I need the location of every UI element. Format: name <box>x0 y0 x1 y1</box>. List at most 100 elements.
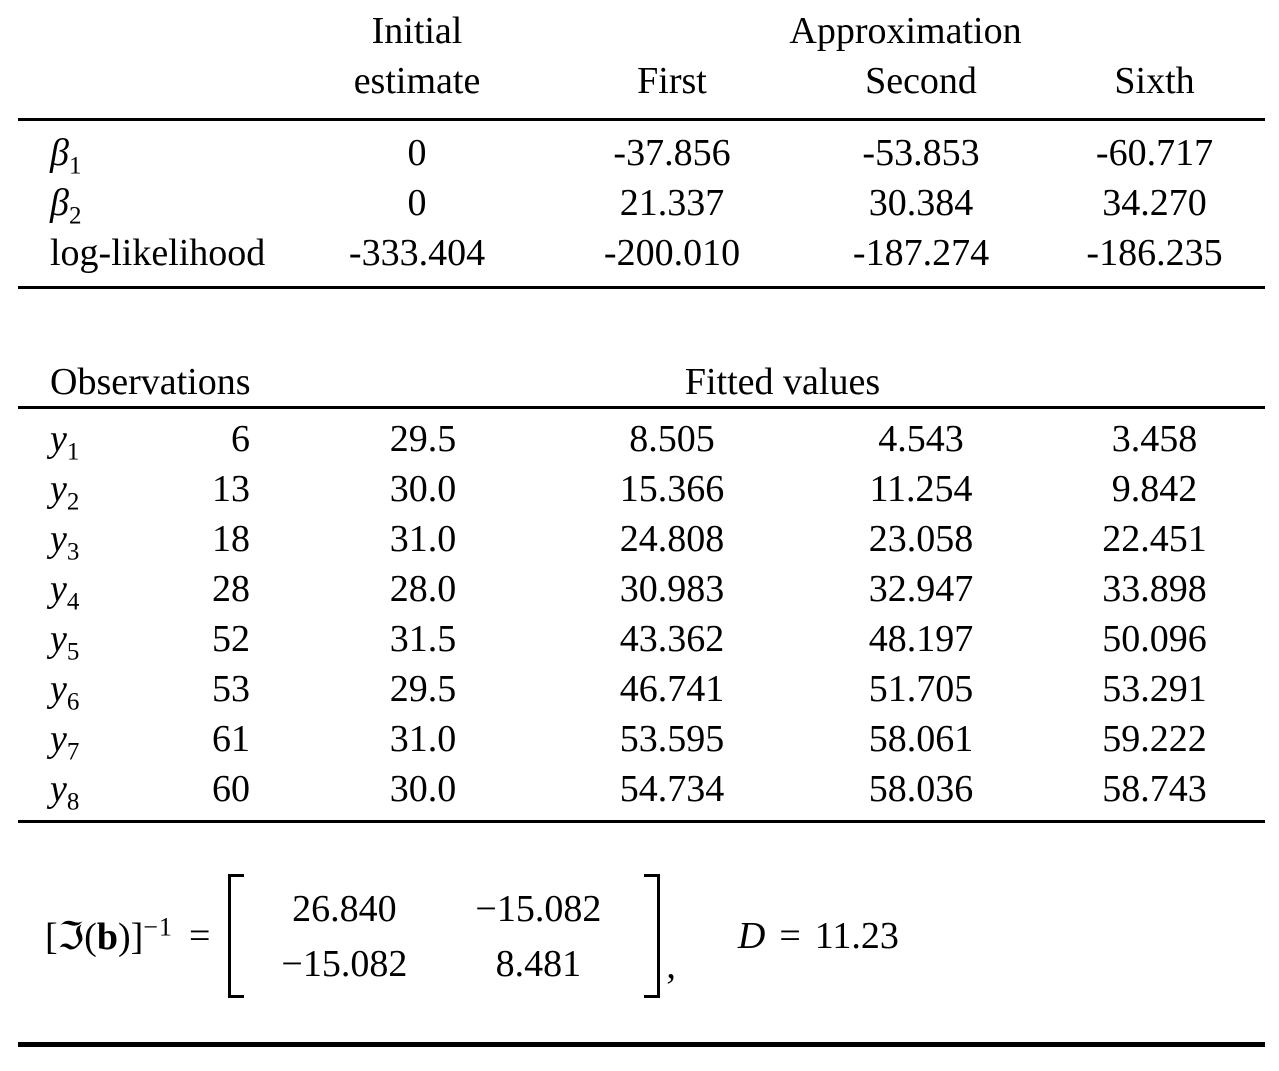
y-symbol: y <box>50 668 67 710</box>
matrix-cell: 8.481 <box>495 942 582 985</box>
row-label: β1 <box>18 131 288 179</box>
d-equals-sign: = <box>779 915 801 957</box>
row-label: y3 <box>18 517 160 565</box>
fitted-value: 31.0 <box>389 518 457 560</box>
y-symbol: y <box>50 518 67 560</box>
col-header-fitted-values: Fitted values <box>684 361 881 403</box>
y-symbol: y <box>50 468 67 510</box>
inverse-superscript: −1 <box>143 911 173 941</box>
cell-value: -186.235 <box>1086 232 1223 274</box>
row-label: y8 <box>18 767 160 815</box>
open-bracket: [ <box>45 915 58 958</box>
matrix-cell: −15.082 <box>475 887 602 930</box>
row-label: y2 <box>18 467 160 515</box>
observation-value: 60 <box>212 768 250 810</box>
y-symbol: y <box>50 618 67 660</box>
cell-value: -53.853 <box>862 132 980 174</box>
y-subscript: 8 <box>66 788 80 816</box>
y-subscript: 4 <box>66 588 80 616</box>
beta-subscript: 1 <box>68 152 82 180</box>
fitted-value: 46.741 <box>619 668 725 710</box>
table-row-beta1: β1 0 -37.856 -53.853 -60.717 <box>18 128 1265 179</box>
y-symbol: y <box>50 718 67 760</box>
equals-sign: = <box>188 915 211 957</box>
cell-value: -187.274 <box>852 232 990 274</box>
col-header-estimate: estimate <box>353 60 481 102</box>
cell-value: 30.384 <box>868 182 974 224</box>
cell-value: -333.404 <box>348 232 486 274</box>
fitted-value: 30.0 <box>389 768 457 810</box>
rule-under-observations-table <box>18 820 1265 823</box>
fitted-value: 9.842 <box>1111 468 1198 510</box>
loglikelihood-label: log-likelihood <box>50 232 266 274</box>
beta-symbol: β <box>50 132 69 174</box>
y-subscript: 1 <box>66 438 80 466</box>
fitted-value: 31.0 <box>389 718 457 760</box>
fitted-value: 58.743 <box>1102 768 1207 810</box>
col-header-second: Second <box>865 60 977 102</box>
fitted-value: 58.061 <box>868 718 974 760</box>
rule-under-header <box>18 118 1265 121</box>
fitted-value: 3.458 <box>1111 418 1198 460</box>
row-label: y1 <box>18 417 160 465</box>
fitted-value: 58.036 <box>868 768 974 810</box>
y-subscript: 3 <box>66 538 80 566</box>
table-row-y6: y6 53 29.5 46.741 51.705 53.291 <box>18 664 1265 715</box>
matrix: 26.840 −15.082 −15.082 8.481 <box>228 874 661 998</box>
d-value: 11.23 <box>814 915 899 957</box>
cell-value: -60.717 <box>1095 132 1214 174</box>
table-row-y5: y5 52 31.5 43.362 48.197 50.096 <box>18 614 1265 665</box>
d-symbol: D <box>737 915 766 957</box>
fitted-value: 29.5 <box>389 668 457 710</box>
col-header-observations: Observations <box>50 361 251 403</box>
table-row-y3: y3 18 31.0 24.808 23.058 22.451 <box>18 514 1265 565</box>
observations-table: Observations Fitted values y1 6 29.5 8.5… <box>18 358 1265 823</box>
matrix-cell: 26.840 <box>292 887 397 930</box>
y-subscript: 2 <box>66 488 80 516</box>
col-header-initial: Initial <box>371 10 463 52</box>
fitted-value: 43.362 <box>619 618 725 660</box>
matrix-grid: 26.840 −15.082 −15.082 8.481 <box>244 874 644 998</box>
cell-value: 34.270 <box>1102 182 1207 224</box>
cell-value: -37.856 <box>613 132 731 174</box>
observation-value: 52 <box>212 618 250 660</box>
fitted-value: 31.5 <box>389 618 457 660</box>
iteration-table: Initial Approximation estimate First Sec… <box>18 6 1265 289</box>
col-header-sixth: Sixth <box>1114 60 1195 102</box>
observation-value: 18 <box>212 518 250 560</box>
y-subscript: 7 <box>66 738 80 766</box>
row-label: y4 <box>18 567 160 615</box>
fitted-value: 53.291 <box>1102 668 1207 710</box>
y-symbol: y <box>50 768 67 810</box>
fitted-value: 33.898 <box>1102 568 1207 610</box>
cell-value: 0 <box>407 132 427 174</box>
cell-value: -200.010 <box>603 232 741 274</box>
row-label: y6 <box>18 667 160 715</box>
fitted-value: 32.947 <box>868 568 974 610</box>
fitted-value: 22.451 <box>1102 518 1207 560</box>
iteration-table-header-row-1: Initial Approximation <box>18 6 1265 56</box>
observation-value: 53 <box>212 668 250 710</box>
fitted-value: 48.197 <box>868 618 974 660</box>
b-vector-symbol: b <box>96 915 118 958</box>
cell-value: 21.337 <box>619 182 725 224</box>
fitted-value: 8.505 <box>629 418 715 460</box>
iteration-table-body: β1 0 -37.856 -53.853 -60.717 β2 0 21.337… <box>18 121 1265 286</box>
equation-lhs: [ℑ(b)]−1 <box>45 911 173 959</box>
observation-value: 6 <box>231 418 250 460</box>
row-label: y7 <box>18 717 160 765</box>
matrix-cell: −15.082 <box>281 942 408 985</box>
iteration-table-header-row-2: estimate First Second Sixth <box>18 56 1265 106</box>
fitted-value: 59.222 <box>1102 718 1207 760</box>
fitted-value: 15.366 <box>619 468 725 510</box>
table-row-y2: y2 13 30.0 15.366 11.254 9.842 <box>18 464 1265 515</box>
right-bracket <box>644 874 661 998</box>
row-label: y5 <box>18 617 160 665</box>
y-symbol: y <box>50 418 67 460</box>
observation-value: 28 <box>212 568 250 610</box>
fitted-value: 23.058 <box>868 518 974 560</box>
row-label: log-likelihood <box>18 231 288 275</box>
close-paren: ) <box>117 915 131 958</box>
table-row-y1: y1 6 29.5 8.505 4.543 3.458 <box>18 414 1265 465</box>
